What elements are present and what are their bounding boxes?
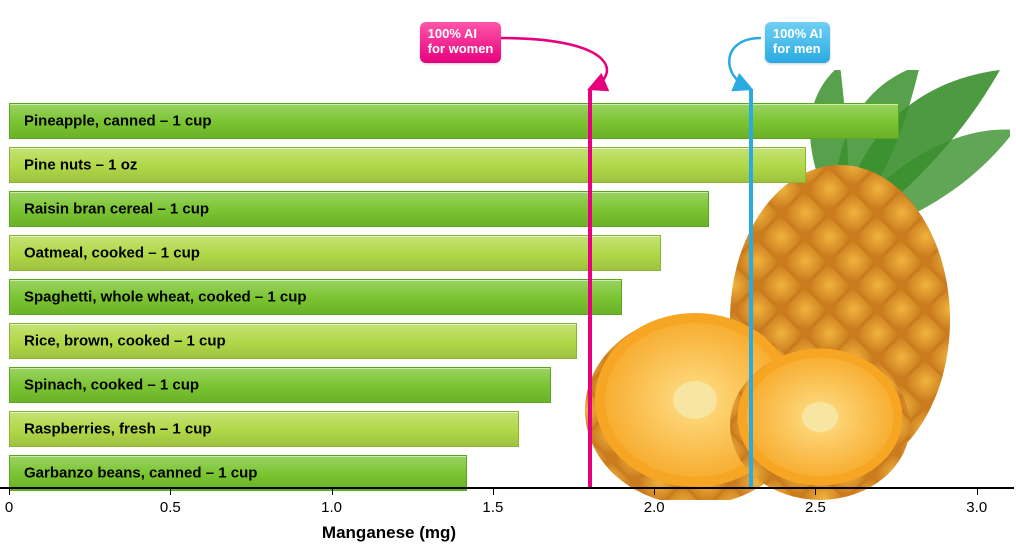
x-tick-label: 0: [5, 499, 13, 516]
callout-text-line2: for women: [428, 42, 494, 57]
bar-label: Spaghetti, whole wheat, cooked – 1 cup: [24, 289, 307, 306]
x-tick: [170, 487, 171, 495]
bar-row: Spinach, cooked – 1 cup: [9, 367, 551, 403]
callout-men: 100% AIfor men: [765, 22, 830, 63]
x-tick-label: 2.0: [644, 499, 665, 516]
x-tick-label: 1.5: [482, 499, 503, 516]
bar-label: Garbanzo beans, canned – 1 cup: [24, 465, 257, 482]
x-tick: [815, 487, 816, 495]
bar-label: Raspberries, fresh – 1 cup: [24, 421, 212, 438]
x-tick: [654, 487, 655, 495]
callout-text-line2: for men: [773, 42, 822, 57]
callout-arrow-men: [0, 0, 1016, 200]
bar-label: Rice, brown, cooked – 1 cup: [24, 333, 226, 350]
callout-women: 100% AIfor women: [420, 22, 502, 63]
manganese-chart: Pineapple, canned – 1 cupPine nuts – 1 o…: [0, 0, 1016, 555]
x-tick-label: 0.5: [160, 499, 181, 516]
bar-row: Garbanzo beans, canned – 1 cup: [9, 455, 467, 491]
x-tick: [977, 487, 978, 495]
x-tick-label: 2.5: [805, 499, 826, 516]
bar-row: Raspberries, fresh – 1 cup: [9, 411, 519, 447]
x-axis-title: Manganese (mg): [322, 523, 456, 543]
bar-row: Oatmeal, cooked – 1 cup: [9, 235, 661, 271]
x-tick-label: 3.0: [966, 499, 987, 516]
x-tick: [9, 487, 10, 495]
x-tick: [493, 487, 494, 495]
x-axis-line: [0, 487, 1014, 489]
x-tick-label: 1.0: [321, 499, 342, 516]
callout-text-line1: 100% AI: [773, 27, 822, 42]
bar-row: Spaghetti, whole wheat, cooked – 1 cup: [9, 279, 622, 315]
bar-row: Rice, brown, cooked – 1 cup: [9, 323, 577, 359]
bar-label: Raisin bran cereal – 1 cup: [24, 201, 209, 218]
bar-label: Oatmeal, cooked – 1 cup: [24, 245, 200, 262]
x-tick: [332, 487, 333, 495]
bar-label: Spinach, cooked – 1 cup: [24, 377, 199, 394]
callout-text-line1: 100% AI: [428, 27, 494, 42]
